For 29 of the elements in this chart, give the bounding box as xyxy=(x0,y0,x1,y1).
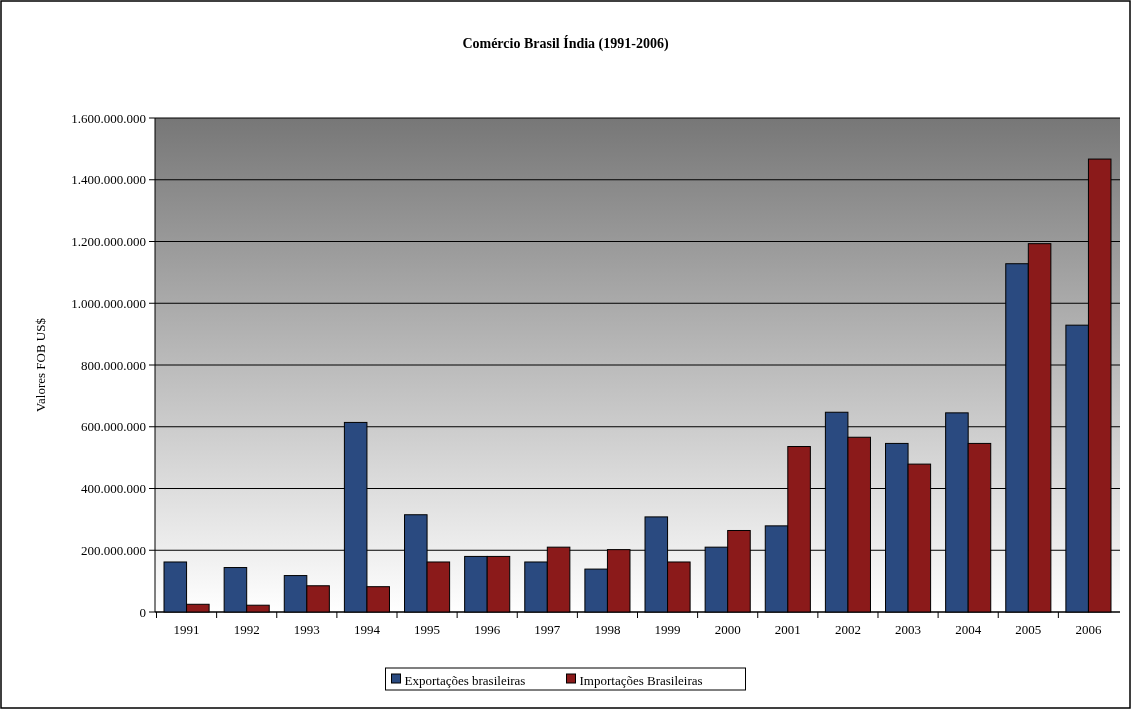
y-tick-label: 600.000.000 xyxy=(81,419,146,435)
x-tick-label: 2003 xyxy=(895,622,922,637)
x-tick-label: 1995 xyxy=(414,622,441,637)
legend-label: Exportações brasileiras xyxy=(404,672,526,688)
x-tick-label: 1997 xyxy=(534,622,561,637)
y-tick-label: 1.400.000.000 xyxy=(71,172,146,188)
y-tick-label: 200.000.000 xyxy=(81,542,146,558)
y-axis-title: Valores FOB US$ xyxy=(33,317,48,412)
x-tick-label: 2005 xyxy=(1015,622,1042,637)
legend-label: Importações Brasileiras xyxy=(579,672,703,688)
y-tick-label: 0 xyxy=(139,604,146,620)
y-tick-label: 1.600.000.000 xyxy=(71,110,146,126)
x-tick-label: 2004 xyxy=(955,622,982,637)
x-tick-label: 2002 xyxy=(834,622,861,637)
x-tick-label: 1994 xyxy=(353,622,381,637)
y-tick-label: 1.000.000.000 xyxy=(71,295,146,311)
y-tick-label: 400.000.000 xyxy=(81,481,146,497)
x-tick-label: 1991 xyxy=(173,622,200,637)
x-tick-label: 2000 xyxy=(714,622,741,637)
x-tick-label: 2006 xyxy=(1075,622,1102,637)
y-tick-label: 800.000.000 xyxy=(81,357,146,373)
x-tick-label: 1993 xyxy=(293,622,320,637)
x-tick-label: 1992 xyxy=(233,622,260,637)
x-tick-label: 1996 xyxy=(474,622,501,637)
chart-title: Comércio Brasil Índia (1991-2006) xyxy=(462,35,669,52)
x-tick-label: 1998 xyxy=(594,622,621,637)
x-tick-label: 1999 xyxy=(654,622,681,637)
x-tick-label: 2001 xyxy=(774,622,801,637)
y-tick-label: 1.200.000.000 xyxy=(71,234,146,250)
